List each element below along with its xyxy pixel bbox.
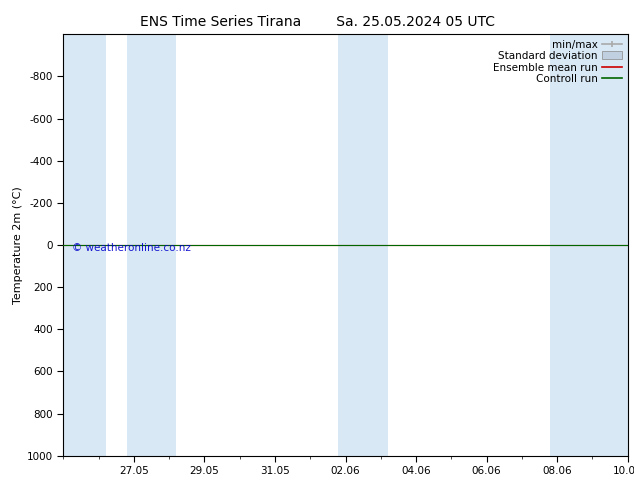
Legend: min/max, Standard deviation, Ensemble mean run, Controll run: min/max, Standard deviation, Ensemble me… [491, 37, 624, 86]
Text: ENS Time Series Tirana        Sa. 25.05.2024 05 UTC: ENS Time Series Tirana Sa. 25.05.2024 05… [139, 15, 495, 29]
Y-axis label: Temperature 2m (°C): Temperature 2m (°C) [13, 186, 23, 304]
Bar [63, 34, 106, 456]
Bar [339, 34, 388, 456]
Bar [127, 34, 176, 456]
Bar [550, 34, 628, 456]
Text: © weatheronline.co.nz: © weatheronline.co.nz [72, 243, 191, 253]
